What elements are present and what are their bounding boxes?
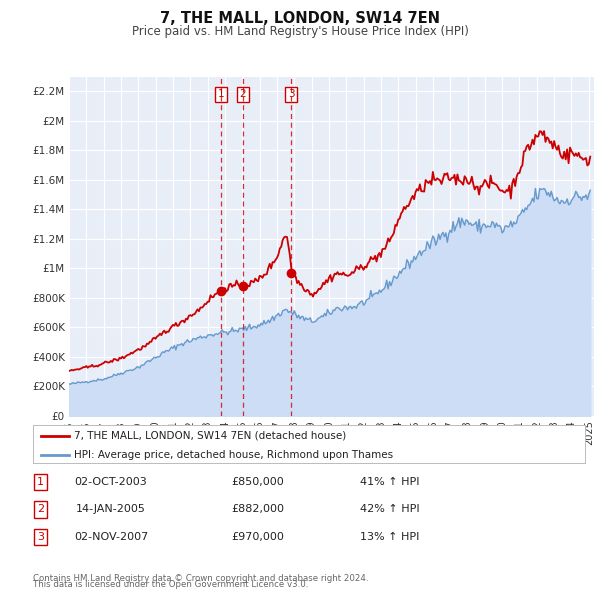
Text: 41% ↑ HPI: 41% ↑ HPI <box>360 477 420 487</box>
Text: £882,000: £882,000 <box>232 504 284 514</box>
Text: 13% ↑ HPI: 13% ↑ HPI <box>361 532 419 542</box>
Text: This data is licensed under the Open Government Licence v3.0.: This data is licensed under the Open Gov… <box>33 581 308 589</box>
Text: 7, THE MALL, LONDON, SW14 7EN: 7, THE MALL, LONDON, SW14 7EN <box>160 11 440 25</box>
Text: £970,000: £970,000 <box>232 532 284 542</box>
Text: 02-NOV-2007: 02-NOV-2007 <box>74 532 148 542</box>
Text: 1: 1 <box>37 477 44 487</box>
Text: HPI: Average price, detached house, Richmond upon Thames: HPI: Average price, detached house, Rich… <box>74 450 394 460</box>
Text: 2: 2 <box>239 89 246 99</box>
Text: 7, THE MALL, LONDON, SW14 7EN (detached house): 7, THE MALL, LONDON, SW14 7EN (detached … <box>74 431 347 441</box>
Text: Contains HM Land Registry data © Crown copyright and database right 2024.: Contains HM Land Registry data © Crown c… <box>33 574 368 583</box>
Text: 42% ↑ HPI: 42% ↑ HPI <box>360 504 420 514</box>
Text: 2: 2 <box>37 504 44 514</box>
Text: Price paid vs. HM Land Registry's House Price Index (HPI): Price paid vs. HM Land Registry's House … <box>131 25 469 38</box>
Text: 02-OCT-2003: 02-OCT-2003 <box>74 477 148 487</box>
Text: £850,000: £850,000 <box>232 477 284 487</box>
Text: 3: 3 <box>288 89 295 99</box>
Text: 1: 1 <box>217 89 224 99</box>
Text: 3: 3 <box>37 532 44 542</box>
Text: 14-JAN-2005: 14-JAN-2005 <box>76 504 146 514</box>
